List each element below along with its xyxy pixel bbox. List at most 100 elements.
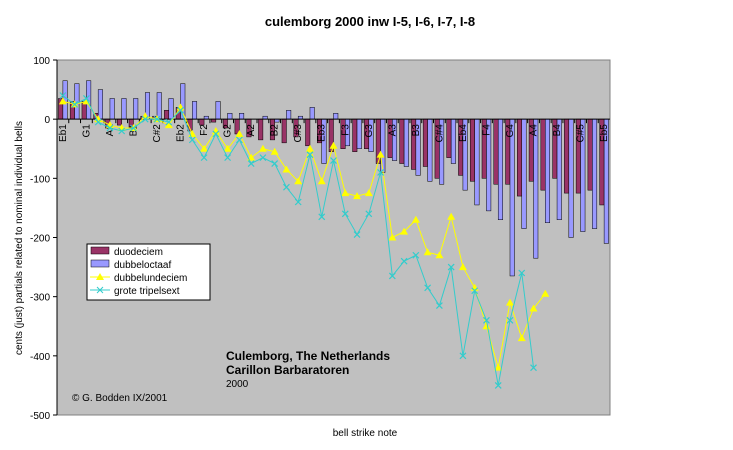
annotation: 2000 — [226, 379, 249, 390]
marker — [424, 284, 432, 292]
legend-label: dubbeloctaaf — [114, 260, 171, 271]
marker — [494, 363, 503, 371]
legend: duodeciem dubbeloctaaf dubbelundeciem grote… — [86, 243, 211, 301]
bar — [380, 118, 386, 173]
x-tick-label: Eb4 — [458, 124, 469, 142]
y-tick-label: -500 — [30, 411, 50, 422]
marker — [223, 144, 232, 152]
marker — [247, 160, 255, 167]
marker — [212, 130, 220, 138]
marker — [353, 192, 362, 200]
y-tick-label: -200 — [30, 234, 50, 245]
bar — [493, 118, 499, 185]
marker — [329, 141, 338, 149]
legend-label: dubbelundeciem — [114, 273, 187, 284]
marker — [177, 106, 184, 114]
bar — [180, 83, 186, 120]
marker — [200, 144, 209, 152]
bar — [540, 118, 546, 191]
annotation: © G. Bodden IX/2001 — [72, 393, 168, 404]
legend-label: duodeciem — [114, 247, 163, 258]
marker — [224, 154, 232, 162]
x-tick-label: Eb5 — [599, 124, 610, 142]
bar — [450, 118, 456, 164]
bar — [568, 118, 574, 238]
bar — [399, 118, 405, 164]
legend-swatch — [90, 246, 110, 255]
y-axis-label: cents (just) partials related to nominal… — [14, 121, 25, 355]
marker — [259, 154, 267, 162]
marker — [506, 316, 514, 324]
marker — [130, 124, 137, 132]
bar — [156, 92, 162, 120]
x-tick-label: A4 — [529, 124, 540, 137]
marker — [294, 198, 302, 206]
marker — [364, 189, 373, 197]
marker — [141, 115, 149, 123]
y-tick-label: -400 — [30, 352, 50, 363]
x-tick-label: A2 — [246, 124, 257, 137]
annotation: Culemborg, The Netherlands — [226, 349, 390, 363]
marker — [94, 118, 102, 126]
marker — [517, 334, 526, 342]
bar — [309, 107, 315, 120]
marker — [59, 92, 67, 99]
marker — [258, 144, 267, 152]
bar — [168, 98, 174, 120]
bar — [164, 110, 170, 120]
x-tick-label: Eb1 — [58, 124, 69, 142]
x-tick-label: A3 — [387, 124, 398, 137]
marker — [435, 302, 443, 309]
marker — [58, 97, 67, 105]
y-tick-label: -100 — [30, 174, 50, 185]
x-tick-label: B4 — [552, 124, 563, 137]
x-tick-label: C#5 — [576, 124, 587, 143]
bar — [215, 101, 221, 120]
marker — [271, 160, 279, 167]
legend-label: grote tripelsext — [114, 286, 180, 297]
x-tick-label: Eb3 — [317, 124, 328, 142]
bar — [545, 118, 551, 223]
marker — [412, 251, 420, 259]
bar — [403, 118, 409, 167]
x-tick-label: B3 — [411, 124, 422, 137]
bar — [97, 89, 103, 120]
x-tick-label: G3 — [364, 124, 375, 138]
bar — [109, 98, 115, 120]
bar — [305, 118, 311, 147]
bar — [422, 118, 428, 167]
x-tick-label: A1 — [105, 124, 116, 137]
x-tick-label: C#3 — [293, 124, 304, 143]
marker — [71, 100, 79, 108]
x-axis-label: bell strike note — [333, 428, 398, 439]
marker — [518, 269, 526, 277]
marker — [482, 322, 491, 330]
marker — [377, 168, 384, 176]
bar — [474, 118, 480, 206]
marker — [376, 150, 385, 158]
bar — [521, 118, 527, 229]
y-tick-label: 100 — [33, 56, 50, 67]
marker — [365, 210, 373, 218]
marker — [447, 212, 456, 220]
marker — [483, 316, 490, 324]
marker — [282, 165, 291, 173]
bar — [587, 118, 593, 191]
bar — [356, 118, 362, 149]
bar — [258, 118, 264, 141]
marker — [106, 124, 114, 132]
marker — [494, 381, 502, 389]
bar — [281, 118, 287, 144]
marker — [388, 272, 396, 280]
x-tick-label: C#4 — [434, 124, 445, 143]
x-tick-label: F2 — [199, 124, 210, 136]
y-tick-label: 0 — [44, 115, 50, 126]
bar — [564, 118, 570, 194]
bar — [497, 118, 503, 220]
marker — [530, 364, 537, 372]
bar — [116, 118, 122, 126]
marker — [529, 304, 538, 312]
marker — [411, 215, 420, 223]
bar — [592, 118, 598, 229]
